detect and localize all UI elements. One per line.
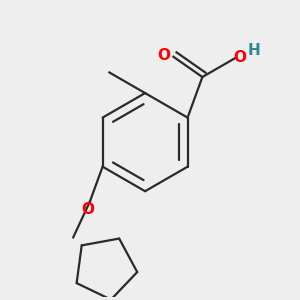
Text: O: O: [81, 202, 94, 217]
Text: H: H: [248, 43, 261, 58]
Text: O: O: [157, 48, 170, 63]
Text: O: O: [233, 50, 246, 65]
